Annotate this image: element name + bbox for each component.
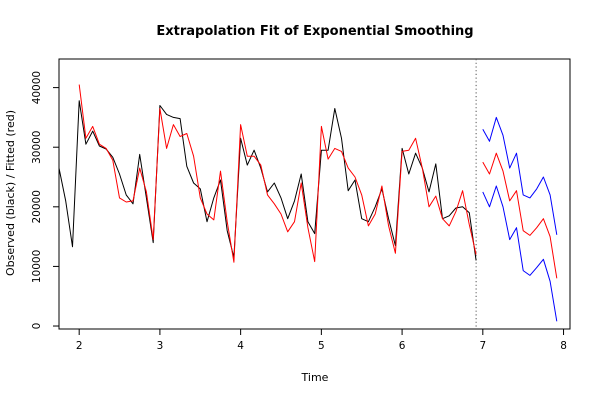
x-tick-label: 8 [560, 340, 567, 352]
x-tick-label: 7 [479, 340, 486, 352]
series-line-fitted [78, 84, 477, 263]
chart-title: Extrapolation Fit of Exponential Smoothi… [156, 24, 473, 39]
y-tick-label: 10000 [31, 250, 43, 283]
x-tick-label: 6 [399, 340, 406, 352]
series-line-observed [59, 100, 477, 261]
y-tick-label: 0 [31, 323, 43, 330]
y-axis-label: Observed (black) / Fitted (red) [4, 110, 17, 276]
y-tick-label: 30000 [31, 131, 43, 164]
plot-frame [58, 58, 571, 330]
y-tick-label: 20000 [31, 190, 43, 223]
y-tick-label: 40000 [31, 71, 43, 104]
x-axis-label: Time [301, 371, 329, 384]
x-tick-label: 5 [318, 340, 325, 352]
plot-layer: 2 3 4 5 6 7 8 0 10000 20000 30000 40000 [31, 58, 571, 352]
series-line-forecast-fitted [482, 152, 558, 279]
series-line-forecast-upper [482, 116, 558, 235]
x-tick-label: 4 [237, 340, 244, 352]
series-line-forecast-lower [482, 185, 558, 322]
x-tick-label: 3 [157, 340, 164, 352]
x-tick-label: 2 [76, 340, 83, 352]
